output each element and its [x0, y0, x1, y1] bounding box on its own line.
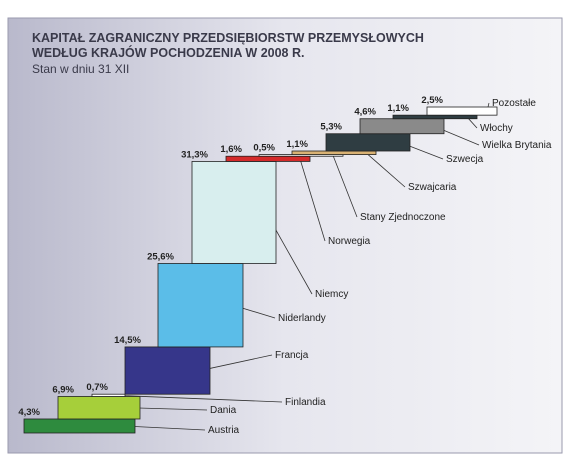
category-label: Pozostałe — [492, 98, 536, 109]
value-label: 14,5% — [114, 335, 141, 346]
bar — [392, 114, 478, 120]
category-label: Austria — [208, 425, 240, 436]
panel — [7, 17, 563, 454]
value-label: 1,1% — [286, 139, 308, 150]
value-label: 0,7% — [86, 382, 108, 393]
bar — [57, 396, 141, 420]
chart-title: WEDŁUG KRAJÓW POCHODZENIA W 2008 R. — [32, 45, 304, 60]
bar — [426, 106, 498, 116]
category-label: Stany Zjednoczone — [360, 212, 446, 223]
leader-line — [332, 155, 358, 218]
category-label: Francja — [275, 350, 309, 361]
category-label: Dania — [210, 405, 237, 416]
bar — [225, 155, 311, 162]
value-label: 6,9% — [52, 384, 74, 395]
value-label: 4,6% — [354, 107, 376, 118]
value-label: 5,3% — [320, 122, 342, 133]
chart-subtitle: Stan w dniu 31 XII — [32, 62, 129, 76]
value-label: 2,5% — [421, 95, 443, 106]
value-label: 4,3% — [18, 407, 40, 418]
category-label: Norwegia — [328, 236, 371, 247]
value-label: 1,6% — [220, 144, 242, 155]
value-label: 1,1% — [387, 103, 409, 114]
leader-line — [365, 152, 406, 188]
leader-line — [199, 354, 273, 371]
bar — [191, 161, 277, 264]
category-label: Niemcy — [315, 289, 348, 300]
bar — [359, 118, 445, 135]
leader-line — [299, 158, 326, 242]
bar — [157, 263, 244, 348]
bar — [91, 393, 126, 397]
leader-line — [124, 425, 206, 431]
value-label: 0,5% — [253, 143, 275, 154]
bar — [124, 346, 211, 395]
chart-title: KAPITAŁ ZAGRANICZNY PRZEDSIĘBIORSTW PRZE… — [32, 31, 424, 45]
bar — [291, 150, 377, 155]
value-label: 25,6% — [147, 251, 174, 262]
value-label: 31,3% — [181, 149, 208, 160]
category-label: Finlandia — [285, 397, 326, 408]
category-label: Szwajcaria — [408, 182, 457, 193]
bar — [325, 133, 411, 152]
bar — [23, 418, 136, 434]
leader-line — [114, 394, 283, 403]
category-label: Szwecja — [446, 154, 484, 165]
category-label: Wielka Brytania — [482, 140, 552, 151]
leader-line — [129, 407, 208, 411]
category-label: Niderlandy — [278, 313, 326, 324]
category-label: Włochy — [480, 123, 513, 134]
